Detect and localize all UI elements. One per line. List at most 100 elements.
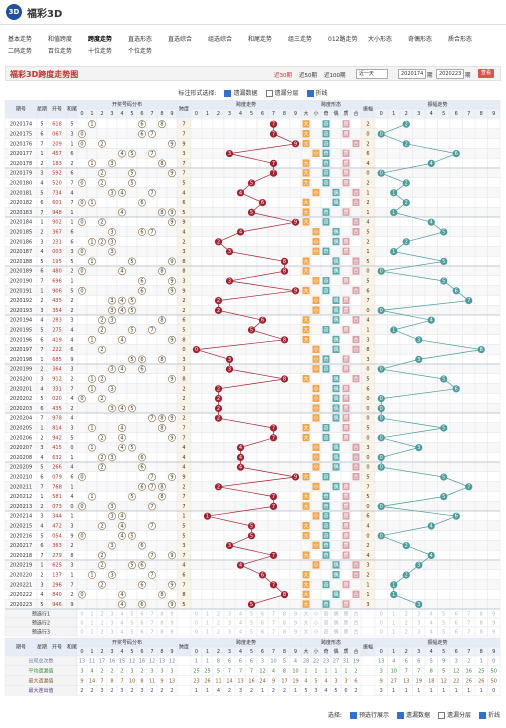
- cell: [156, 442, 168, 453]
- period: 2020185: [10, 230, 32, 236]
- nav-link[interactable]: 百位走势: [48, 48, 73, 55]
- digit-ball: [118, 404, 126, 413]
- amplitude-ball: [440, 257, 448, 265]
- cell: [234, 246, 247, 257]
- nav-link[interactable]: 直选形态: [128, 36, 153, 43]
- digit-ball: [118, 522, 126, 530]
- cell: [234, 520, 247, 531]
- form-label: 奇: [323, 425, 328, 432]
- period-link[interactable]: 近50期: [299, 73, 317, 79]
- cell: [245, 304, 258, 316]
- cell: [487, 569, 501, 580]
- checkbox[interactable]: [478, 712, 486, 719]
- span-ball-label: 3: [228, 543, 231, 549]
- span-ball: [258, 199, 267, 207]
- cell: [116, 393, 128, 404]
- cell: [146, 197, 158, 208]
- weekday: 4: [40, 524, 43, 530]
- checkbox[interactable]: [224, 90, 232, 97]
- nav-link[interactable]: 组选综合: [208, 36, 233, 43]
- checkbox[interactable]: [396, 712, 404, 719]
- cell: [300, 559, 312, 571]
- range-select[interactable]: 近一天: [356, 69, 388, 79]
- nav-link[interactable]: 大小形态: [368, 36, 393, 43]
- digit-ball: [108, 159, 116, 168]
- cell: [474, 393, 488, 404]
- cell: [474, 491, 488, 502]
- from-input[interactable]: 2020174: [398, 69, 426, 79]
- cell: [399, 422, 413, 433]
- draw-number: 685: [52, 357, 62, 363]
- checkbox-option[interactable]: 预选行展示: [349, 710, 389, 719]
- preset-option: 1: [392, 620, 395, 626]
- cell: [116, 550, 128, 561]
- stat-value: 2: [140, 669, 143, 675]
- checkbox-option[interactable]: 折线: [478, 710, 500, 719]
- stat-value: 1: [206, 688, 209, 694]
- cell: [340, 255, 352, 267]
- cell: [86, 206, 98, 218]
- nav-link[interactable]: 和值跨度: [48, 36, 73, 43]
- period-link[interactable]: 近100期: [324, 73, 346, 79]
- nav-link[interactable]: 跨度走势: [88, 36, 113, 43]
- stat-value: 2: [283, 688, 286, 694]
- form-label: 奇: [323, 542, 328, 549]
- checkbox-option[interactable]: 折线: [306, 88, 328, 97]
- cell: [76, 158, 88, 169]
- nav-link[interactable]: 奇偶形态: [408, 36, 433, 43]
- digit-ball: [128, 492, 136, 501]
- view-button[interactable]: 查看: [478, 69, 495, 78]
- nav-link[interactable]: 个位走势: [128, 48, 153, 55]
- amplitude: 1: [366, 210, 369, 216]
- form-hit: [332, 443, 340, 451]
- period-link[interactable]: 近30期: [274, 73, 292, 79]
- cell: [201, 520, 214, 531]
- stat-value: 6: [344, 688, 347, 694]
- cell: [106, 275, 118, 286]
- cell: [256, 344, 269, 355]
- checkbox-option[interactable]: 遗漏数据: [396, 710, 430, 719]
- nav-link[interactable]: 012路走势: [328, 36, 358, 43]
- sum-tail: 0: [70, 445, 73, 451]
- cell: [212, 491, 225, 502]
- digit-ball: [78, 531, 86, 540]
- sum-tail: 1: [70, 484, 73, 490]
- span-ball: [247, 208, 256, 216]
- digit-label: 6: [140, 288, 143, 294]
- period: 2020180: [10, 181, 32, 187]
- cell: [116, 275, 128, 286]
- cell: [449, 324, 463, 335]
- checkbox[interactable]: [349, 712, 357, 719]
- cell: [256, 363, 269, 375]
- cell: [201, 236, 214, 247]
- weekday: 2: [40, 504, 43, 510]
- span: 5: [182, 181, 185, 187]
- nav-link[interactable]: 十位走势: [88, 48, 113, 55]
- cell: [267, 461, 280, 473]
- cell: [330, 275, 342, 286]
- form-label: 奇: [323, 513, 328, 520]
- nav-link[interactable]: 质合形态: [448, 36, 473, 43]
- checkbox[interactable]: [265, 90, 273, 97]
- cell: [374, 442, 388, 453]
- cell: [201, 265, 214, 277]
- checkbox-option[interactable]: 遗漏分层: [265, 88, 299, 97]
- checkbox[interactable]: [306, 90, 314, 97]
- cell: [126, 118, 138, 130]
- checkbox[interactable]: [437, 712, 445, 719]
- checkbox-option[interactable]: 遗漏数据: [224, 88, 258, 97]
- nav-link[interactable]: 组三走势: [288, 36, 313, 43]
- nav-link[interactable]: 和尾走势: [248, 36, 273, 43]
- amplitude-ball: [402, 238, 410, 246]
- to-input[interactable]: 2020223: [436, 69, 464, 79]
- cell: [136, 491, 148, 502]
- cell: [289, 412, 302, 424]
- checkbox-option[interactable]: 遗漏分层: [437, 710, 471, 719]
- nav-link[interactable]: 基本走势: [8, 36, 33, 43]
- cell: [156, 255, 168, 267]
- nav-link[interactable]: 直选综合: [168, 36, 193, 43]
- span-ball: [236, 453, 245, 461]
- amplitude: 5: [366, 475, 369, 481]
- nav-link[interactable]: 二码走势: [8, 48, 33, 55]
- column-header: 跨度: [179, 106, 189, 113]
